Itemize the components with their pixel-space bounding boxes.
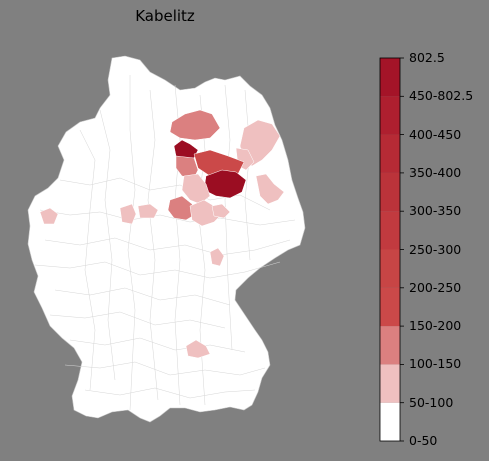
- region-bavaria-south: [185, 339, 211, 359]
- region-north-brandenburg-a: [169, 109, 221, 141]
- region-halle-area: [181, 173, 211, 205]
- colorbar-cell: [380, 96, 400, 135]
- colorbar-tick-label: 200-250: [409, 279, 462, 295]
- colorbar-tick-label: 450-802.5: [409, 88, 474, 104]
- highlighted-districts: [39, 109, 285, 359]
- colorbar-cell: [380, 58, 400, 97]
- colorbar-cell: [380, 172, 400, 212]
- colorbar-tick-label: 250-300: [409, 241, 462, 257]
- colorbar-tick-label: 0-50: [409, 433, 438, 448]
- region-hesse-east-a: [119, 203, 137, 225]
- colorbar-cell: [380, 402, 400, 441]
- map-title: Kabelitz: [135, 7, 195, 25]
- colorbar-tick-label: 150-200: [409, 318, 462, 334]
- colorbar-cell: [380, 364, 400, 403]
- colorbar-cell: [380, 326, 400, 365]
- district-borders: [34, 75, 296, 411]
- colorbar-tick-label: 350-400: [409, 164, 462, 180]
- region-dresden-east: [211, 203, 231, 219]
- colorbar-cell: [380, 134, 400, 173]
- germany-outline: [27, 55, 306, 423]
- region-hesse-east-b: [137, 203, 159, 219]
- colorbar-cell: [380, 249, 400, 288]
- colorbar-tick-label: 400-450: [409, 126, 462, 142]
- colorbar-tick-label: 802.5: [409, 50, 445, 65]
- region-harz: [167, 195, 197, 221]
- colorbar-tick-label: 100-150: [409, 356, 462, 372]
- colorbar-tick-label: 300-350: [409, 203, 462, 219]
- region-lusatia: [255, 173, 285, 205]
- region-thuringia-south: [209, 247, 225, 267]
- colorbar-cell: [380, 211, 400, 250]
- colorbar-tick-label: 50-100: [409, 394, 454, 410]
- colorbar-cell: [380, 287, 400, 327]
- region-rhineland: [39, 207, 59, 225]
